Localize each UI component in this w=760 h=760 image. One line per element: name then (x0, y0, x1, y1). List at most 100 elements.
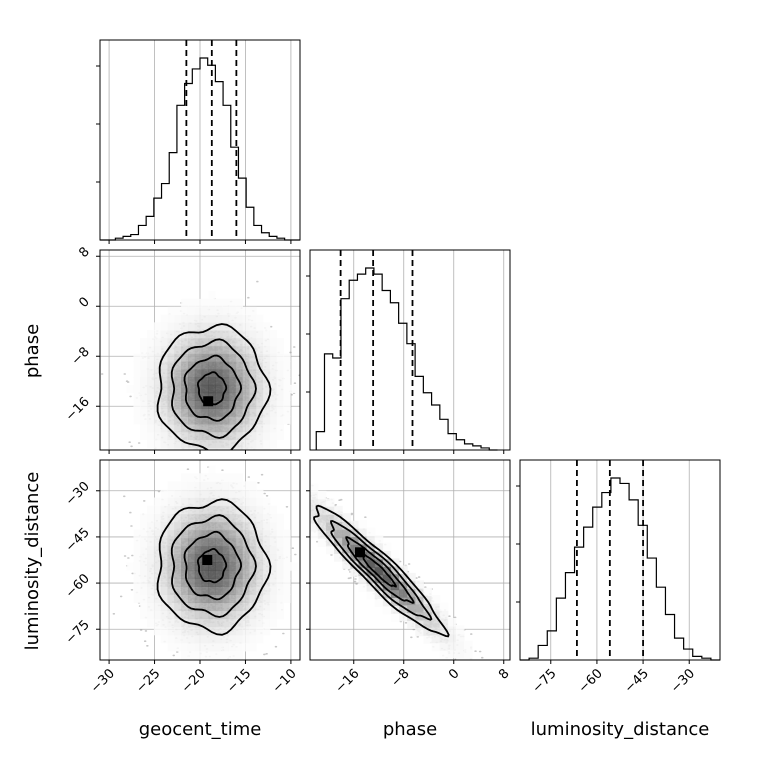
density-cell (201, 377, 209, 386)
density-cell (194, 505, 203, 515)
density-cell (249, 610, 257, 620)
density-cell (276, 353, 284, 362)
density-cell (256, 626, 264, 636)
density-cell (235, 570, 243, 579)
density-cell (269, 353, 278, 362)
density-cell (235, 400, 243, 409)
density-cell (242, 489, 250, 498)
density-cell (256, 562, 264, 571)
density-cell (140, 594, 148, 603)
density-cell (262, 626, 271, 636)
density-cell (235, 337, 243, 347)
density-cell (276, 521, 284, 531)
density-cell (407, 588, 416, 598)
density-cell (262, 545, 271, 555)
density-cell (256, 408, 264, 417)
density-cell (242, 377, 250, 386)
density-cell (153, 423, 162, 433)
density-cell (208, 626, 216, 636)
density-cell (423, 587, 433, 597)
density-cell (181, 345, 189, 355)
density-cell (181, 562, 189, 571)
density-cell (187, 416, 196, 425)
density-cell (153, 345, 162, 355)
density-cell (249, 497, 257, 507)
density-cell (222, 505, 230, 515)
density-cell (167, 447, 175, 450)
density-cell (249, 439, 257, 448)
density-cell (262, 497, 271, 507)
density-cell (283, 384, 291, 394)
density-cell (133, 578, 141, 587)
density-cell (147, 513, 155, 523)
density-cell (181, 447, 189, 450)
density-cell (228, 578, 237, 587)
density-cell (374, 598, 384, 607)
density-cell (201, 497, 209, 507)
density-cell (242, 618, 250, 628)
density-cell (147, 423, 155, 433)
density-cell (439, 642, 449, 651)
contour-line (170, 338, 257, 439)
density-cell (366, 567, 376, 576)
density-cell (194, 423, 203, 433)
density-cell (276, 529, 284, 539)
density-cell (222, 497, 230, 507)
density-cell (256, 618, 264, 628)
density-cell (455, 633, 465, 642)
density-cell (133, 529, 141, 539)
density-cell (423, 627, 433, 636)
density-cell (249, 447, 257, 450)
density-cell (447, 625, 457, 635)
density-cell (262, 337, 271, 347)
density-cell (242, 642, 250, 652)
density-cell (358, 567, 368, 577)
density-cell (222, 369, 230, 378)
density-cell (235, 431, 243, 441)
contour-line (196, 547, 228, 584)
density-cell (160, 423, 168, 433)
density-cell (181, 489, 189, 498)
density-cell (215, 521, 223, 531)
density-cell (222, 634, 230, 644)
density-cell (334, 505, 343, 515)
density-cell (153, 529, 162, 539)
density-cell (181, 314, 189, 323)
density-cell (153, 416, 162, 425)
density-cell (174, 447, 182, 450)
density-cell (222, 642, 230, 652)
density-cell (181, 306, 189, 316)
density-cell (235, 634, 243, 644)
contour-line (156, 498, 272, 636)
density-cell (181, 392, 189, 401)
density-cell (140, 554, 148, 563)
density-cell (464, 656, 473, 660)
density-cell (160, 594, 168, 603)
density-cell (194, 298, 203, 308)
density-cell (256, 594, 264, 603)
density-cell (201, 306, 209, 316)
density-cell (242, 497, 250, 507)
density-cell (187, 505, 196, 515)
density-cell (269, 610, 278, 620)
density-cell (242, 545, 250, 555)
density-cell (222, 439, 230, 448)
density-cell (256, 554, 264, 563)
density-cell (283, 586, 291, 595)
density-cell (276, 416, 284, 425)
density-cell (235, 314, 243, 323)
density-cell (269, 423, 278, 433)
density-cell (431, 634, 441, 644)
density-cell (174, 416, 182, 425)
density-cell (140, 578, 148, 587)
density-cell (147, 602, 155, 612)
density-cell (160, 377, 168, 386)
density-cell (147, 529, 155, 539)
density-cell (382, 550, 392, 559)
density-cell (262, 384, 271, 394)
density-cell (249, 314, 257, 323)
density-cell (235, 322, 243, 331)
density-cell (153, 431, 162, 441)
histogram-step-line (520, 477, 720, 661)
density-cell (325, 514, 335, 523)
